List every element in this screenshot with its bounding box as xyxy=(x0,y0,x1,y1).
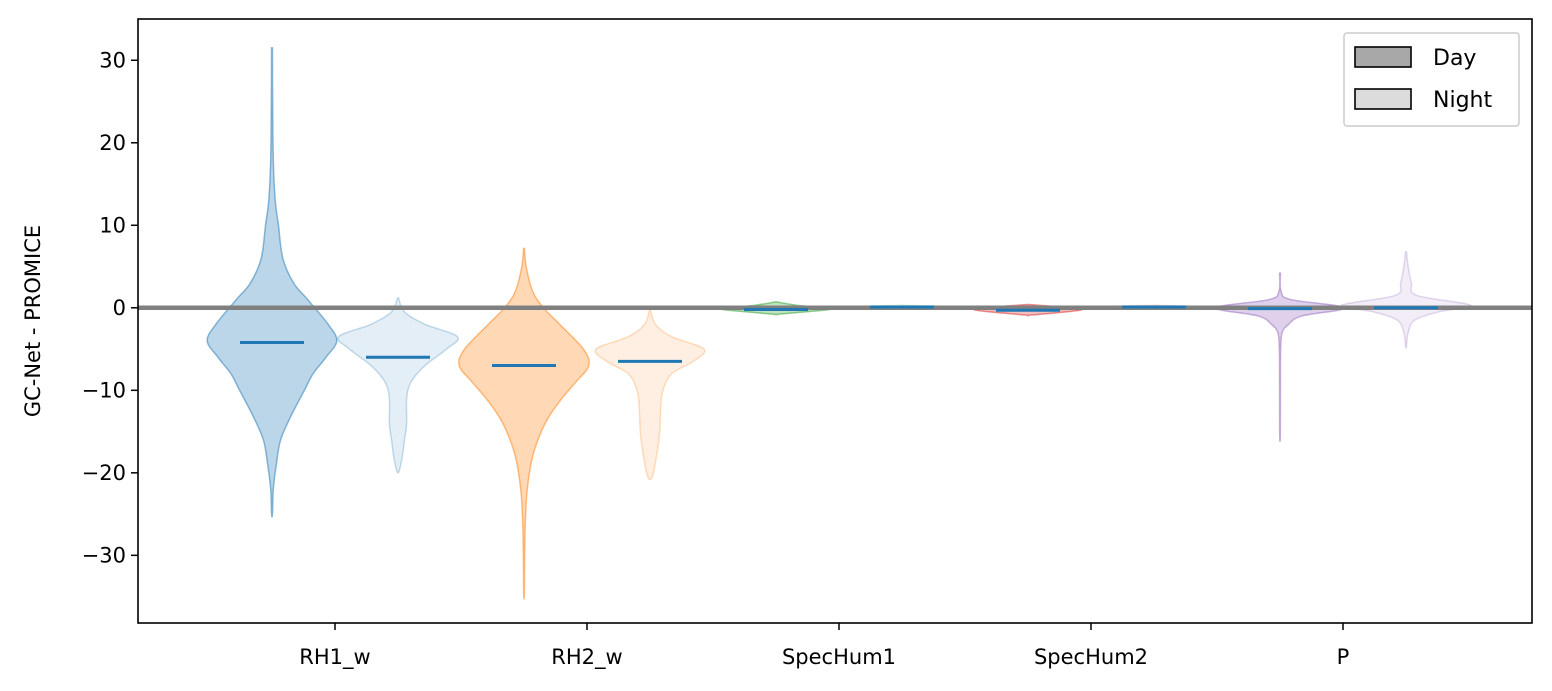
legend: Day Night xyxy=(1343,32,1520,127)
y-tick-label: −30 xyxy=(82,543,126,567)
plot-frame xyxy=(137,18,1533,624)
violin-p-night xyxy=(1340,250,1472,350)
legend-label-night: Night xyxy=(1433,88,1492,113)
x-tick-label: RH2_w xyxy=(551,645,622,670)
y-axis: −30 −20 −10 0 10 20 30 xyxy=(82,48,138,567)
y-tick-label: 20 xyxy=(99,131,126,155)
violin-rh1-w-day xyxy=(206,47,338,518)
x-tick-label: SpecHum1 xyxy=(782,645,896,669)
x-tick-label: RH1_w xyxy=(299,645,370,670)
x-tick-label: SpecHum2 xyxy=(1034,645,1148,669)
violin-p-day xyxy=(1214,272,1346,443)
y-tick-label: −20 xyxy=(82,461,126,485)
y-tick-label: −10 xyxy=(82,378,126,402)
violin-rh1-w-night xyxy=(337,297,459,474)
medians-layer xyxy=(240,305,1438,368)
legend-label-day: Day xyxy=(1433,46,1476,71)
y-tick-label: 0 xyxy=(113,296,126,320)
y-axis-title: GC-Net - PROMICE xyxy=(21,225,45,417)
y-tick-label: 10 xyxy=(99,213,126,237)
violin-rh2-w-day xyxy=(458,247,590,600)
violins-layer xyxy=(206,47,1472,600)
violin-rh2-w-night xyxy=(594,309,706,481)
y-tick-label: 30 xyxy=(99,48,126,72)
legend-swatch-day xyxy=(1354,46,1412,68)
legend-swatch-night xyxy=(1354,88,1412,110)
x-tick-label: P xyxy=(1337,645,1350,669)
x-axis: RH1_w RH2_w SpecHum1 SpecHum2 P xyxy=(299,623,1349,670)
